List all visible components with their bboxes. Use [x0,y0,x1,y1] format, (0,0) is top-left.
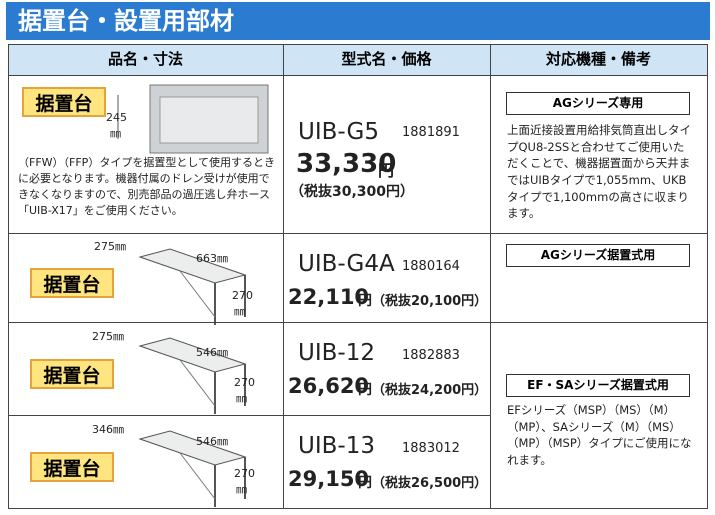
dimension: 270 [232,289,253,302]
dimension: ㎜ [236,392,247,405]
column-header: 対応機種・備考 [490,44,707,75]
product-code: 1882883 [402,348,460,363]
dimension: 663㎜ [196,252,228,265]
illustration-part [179,359,216,407]
dimension: 270 [234,376,255,389]
illustration-part [138,248,247,284]
model-name: UIB-G5 [298,119,379,145]
row-line [8,44,708,45]
model-name: UIB-12 [298,340,375,366]
product-code: 1880164 [402,259,460,274]
dimension: 270 [234,467,255,480]
col-line [283,44,284,508]
item-label: 据置台 [22,87,106,117]
remark-badge: AGシリーズ専用 [506,92,690,115]
price: 29,150 [288,467,370,491]
price-yen: 円 [358,293,372,309]
item-label: 据置台 [30,267,114,298]
row-line [8,415,490,416]
product-code: 1881891 [402,125,460,140]
illustration-part [179,270,216,318]
remark-badge: EF・SAシリーズ据置式用 [506,374,690,397]
dimension: 546㎜ [196,346,228,359]
illustration-part [138,430,247,466]
col-line [490,44,491,508]
col-line [707,44,708,508]
row-line [8,322,708,323]
column-header: 品名・寸法 [8,44,283,75]
price-yen: 円 [378,161,395,180]
price-tax: （税抜30,300円） [290,184,415,200]
price: 22,110 [288,285,370,309]
model-name: UIB-G4A [298,251,395,277]
dimension: 546㎜ [196,435,228,448]
price-tax: （税抜24,200円） [372,383,488,398]
dimension: ㎜ [234,305,245,318]
dimension: ㎜ [110,127,121,140]
remark-badge: AGシリーズ据置式用 [506,244,690,267]
dimension: 245 [106,111,127,124]
product-code: 1883012 [402,441,460,456]
row-line [8,233,708,234]
model-name: UIB-13 [298,433,375,459]
row-line [8,508,708,509]
col-line [8,44,9,508]
item-label: 据置台 [30,451,114,482]
price-tax: （税抜26,500円） [372,476,488,491]
price-yen: 円 [358,475,372,491]
page-title: 据置台・設置用部材 [6,2,710,40]
row-line [8,75,708,76]
item-label: 据置台 [30,358,114,389]
illustration-part [138,337,247,373]
dimension: ㎜ [236,483,247,496]
price-tax: （税抜20,100円） [372,294,488,309]
price: 33,330 [296,149,397,179]
dimension: 275㎜ [94,240,126,253]
illustration-part [179,452,216,500]
remark-text: 上面近接設置用給排気筒直出しタイプQU8-2SSと合わせてご使用いただくことで、… [507,123,691,221]
column-header: 型式名・価格 [283,44,490,75]
dimension: 275㎜ [92,330,124,343]
remark-text: EFシリーズ（MSP）（MS）（M）（MP）、SAシリーズ（M）（MS）（MP）… [507,403,692,468]
price-yen: 円 [358,382,372,398]
item-description: （FFW）（FFP）タイプを据置型として使用するときに必要となります。機器付属の… [18,156,275,217]
price: 26,620 [288,374,370,398]
illustration-part [159,96,259,144]
dimension: 346㎜ [92,423,124,436]
